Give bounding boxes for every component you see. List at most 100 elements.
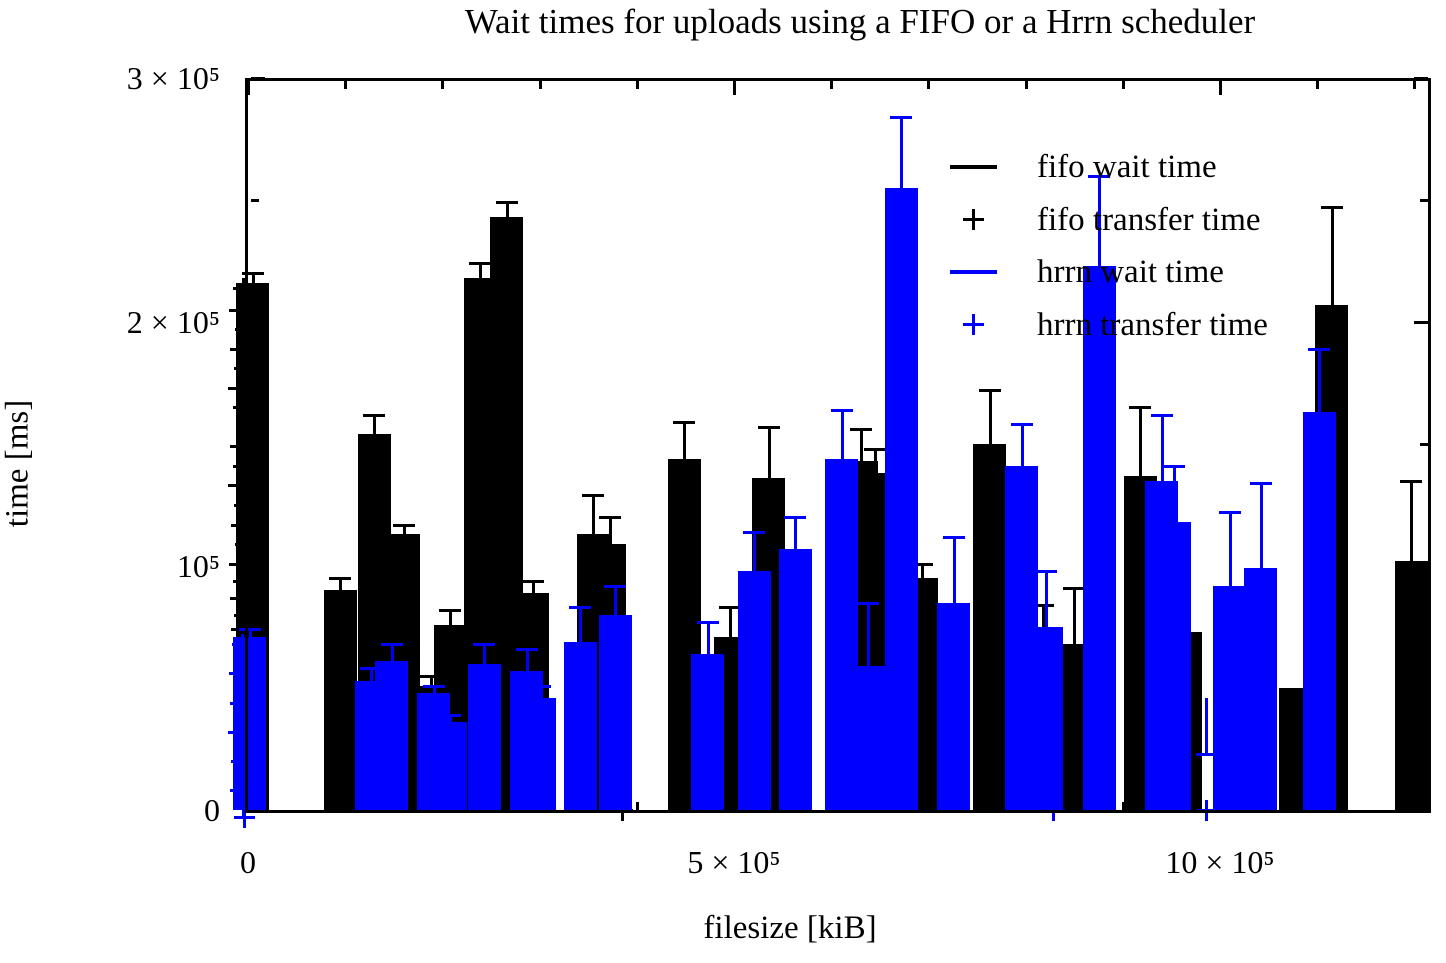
x-minor-tick xyxy=(1024,81,1028,89)
x-minor-tick xyxy=(635,802,639,810)
hrrn-wait-time-error-stem xyxy=(706,622,710,654)
hrrn-wait-time-error-cap xyxy=(1150,413,1173,417)
fifo-wait-time-error-cap xyxy=(1400,479,1423,483)
x-major-tick xyxy=(247,81,250,95)
fifo-transfer-time-plus-marker xyxy=(230,587,252,609)
hrrn-wait-time-error-stem xyxy=(614,585,618,615)
hrrn-transfer-time-plus-marker xyxy=(232,634,254,656)
fifo-wait-time-error-stem xyxy=(729,607,733,637)
hrrn-wait-time-error-cap xyxy=(1035,569,1057,573)
y-major-tick xyxy=(1414,321,1428,324)
fifo-transfer-time-plus-marker xyxy=(230,338,252,360)
hrrn-transfer-time-plus-v xyxy=(240,751,244,773)
hrrn-wait-time-error-cap xyxy=(743,530,766,534)
hrrn-wait-time-bar xyxy=(1302,412,1336,810)
fifo-wait-time-error-stem xyxy=(608,517,612,545)
fifo-wait-time-error-cap xyxy=(419,674,442,678)
legend-line-sample xyxy=(950,270,997,274)
hrrn-wait-time-bar xyxy=(598,614,632,810)
hrrn-wait-time-error-cap xyxy=(1163,464,1186,468)
hrrn-wait-time-error-cap xyxy=(604,584,627,588)
fifo-transfer-time-plus-v xyxy=(243,495,247,516)
hrrn-transfer-time-plus-marker xyxy=(234,707,256,729)
fifo-wait-time-error-cap xyxy=(241,272,264,276)
fifo-transfer-time-plus-marker xyxy=(233,570,255,592)
hrrn-wait-time-error-cap xyxy=(439,713,462,717)
fifo-wait-time-error-cap xyxy=(863,447,886,451)
hrrn-wait-time-error-stem xyxy=(579,607,583,642)
hrrn-transfer-time-plus-marker xyxy=(231,751,253,773)
hrrn-wait-time-error-cap xyxy=(422,684,445,688)
fifo-wait-time-error-stem xyxy=(373,414,377,435)
legend-item-hrrn-transfer-time: hrrn transfer time xyxy=(950,303,1370,347)
fifo-wait-time-bar xyxy=(1394,561,1428,810)
hrrn-wait-time-error-stem xyxy=(794,517,798,549)
hrrn-wait-time-error-cap xyxy=(569,606,592,610)
hrrn-wait-time-error-stem xyxy=(538,685,542,698)
hrrn-wait-time-error-cap xyxy=(830,408,853,412)
x-major-tick xyxy=(1218,81,1222,95)
hrrn-wait-time-error-cap xyxy=(515,647,538,651)
x-tick-label: 5 × 10⁵ xyxy=(687,844,781,880)
fifo-wait-time-error-cap xyxy=(757,425,780,429)
hrrn-wait-time-error-stem xyxy=(1228,512,1232,586)
legend-line-sample xyxy=(950,165,997,169)
fifo-transfer-time-plus-v xyxy=(243,604,247,626)
hrrn-wait-time-bar xyxy=(1244,568,1278,810)
hrrn-transfer-time-plus-v xyxy=(239,780,243,802)
fifo-wait-time-error-stem xyxy=(505,202,509,218)
fifo-transfer-time-plus-marker xyxy=(233,397,255,419)
fifo-transfer-time-plus-marker xyxy=(231,514,253,536)
hrrn-transfer-time-plus-marker xyxy=(230,780,252,802)
hrrn-wait-time-error-cap xyxy=(942,535,965,539)
hrrn-wait-time-bar xyxy=(433,722,467,810)
legend-item-fifo-transfer-time: fifo transfer time xyxy=(950,198,1370,242)
hrrn-wait-time-error-cap xyxy=(360,667,383,671)
hrrn-wait-time-error-cap xyxy=(696,621,719,625)
hrrn-wait-time-error-stem xyxy=(867,602,871,667)
y-minor-tick xyxy=(1420,199,1428,202)
fifo-transfer-time-plus-v xyxy=(240,514,244,536)
hrrn-transfer-time-plus-v xyxy=(239,692,243,714)
fifo-wait-time-error-cap xyxy=(469,262,492,266)
hrrn-wait-time-error-stem xyxy=(952,536,956,603)
fifo-wait-time-error-cap xyxy=(392,523,415,527)
fifo-transfer-time-plus-marker xyxy=(233,455,255,477)
fifo-transfer-time-plus-marker xyxy=(229,553,251,575)
plot-border-top xyxy=(245,78,1431,81)
fifo-wait-time-error-stem xyxy=(402,524,406,535)
fifo-wait-time-error-cap xyxy=(1129,406,1152,410)
x-minor-tick xyxy=(538,81,542,89)
chart-title: Wait times for uploads using a FIFO or a… xyxy=(464,2,1256,41)
fifo-wait-time-error-cap xyxy=(598,516,621,520)
hrrn-transfer-time-plus-v xyxy=(238,663,242,685)
legend-plus-v xyxy=(972,314,975,335)
hrrn-wait-time-error-stem xyxy=(432,685,436,693)
fifo-wait-time-error-stem xyxy=(429,675,433,686)
hrrn-wait-time-error-cap xyxy=(238,628,261,632)
hrrn-wait-time-error-stem xyxy=(449,714,453,723)
hrrn-transfer-time-plus-v xyxy=(242,736,246,758)
hrrn-wait-time-error-cap xyxy=(1088,174,1111,178)
fifo-transfer-time-plus-v xyxy=(239,587,243,609)
fifo-wait-time-error-cap xyxy=(582,494,605,498)
fifo-transfer-time-plus-v xyxy=(239,436,243,458)
hrrn-wait-time-error-cap xyxy=(380,643,403,647)
fifo-transfer-time-plus-v xyxy=(238,299,242,321)
fifo-transfer-time-plus-v xyxy=(243,358,247,380)
hrrn-wait-time-error-cap xyxy=(1010,423,1033,427)
y-tick-label: 3 × 10⁵ xyxy=(126,60,220,96)
hrrn-wait-time-bar xyxy=(563,641,597,810)
fifo-transfer-time-plus-v xyxy=(242,455,246,477)
fifo-wait-time-error-cap xyxy=(719,606,742,610)
fifo-wait-time-error-cap xyxy=(673,421,696,425)
hrrn-wait-time-error-stem xyxy=(483,644,487,664)
lower-error-cap xyxy=(1196,752,1217,756)
hrrn-wait-time-error-cap xyxy=(1249,482,1272,486)
hrrn-wait-time-bar xyxy=(375,661,409,810)
hrrn-wait-time-error-stem xyxy=(753,531,757,571)
fifo-wait-time-error-stem xyxy=(683,422,687,459)
x-major-tick xyxy=(732,81,736,95)
y-axis-label: time [ms] xyxy=(0,399,36,528)
hrrn-wait-time-error-stem xyxy=(900,117,904,188)
